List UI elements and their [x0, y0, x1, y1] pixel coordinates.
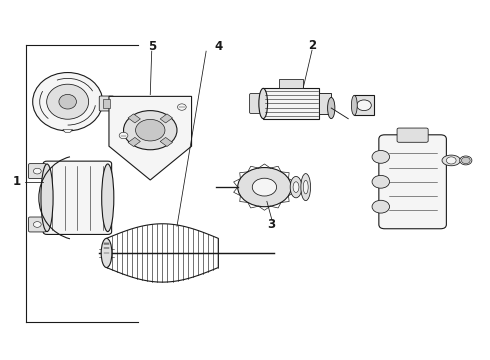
Ellipse shape — [301, 174, 311, 201]
Ellipse shape — [328, 98, 335, 118]
Ellipse shape — [102, 164, 114, 231]
Circle shape — [252, 178, 276, 196]
Text: 3: 3 — [268, 218, 276, 231]
Circle shape — [357, 100, 371, 111]
Circle shape — [446, 157, 456, 164]
Ellipse shape — [59, 94, 76, 109]
Bar — [263, 88, 319, 118]
Ellipse shape — [47, 84, 89, 119]
FancyBboxPatch shape — [43, 161, 112, 234]
Ellipse shape — [303, 180, 308, 194]
Circle shape — [33, 222, 41, 227]
Circle shape — [372, 150, 390, 163]
Circle shape — [136, 120, 165, 141]
Ellipse shape — [290, 176, 302, 198]
FancyBboxPatch shape — [28, 217, 46, 232]
Bar — [128, 114, 141, 123]
Circle shape — [372, 200, 390, 213]
Ellipse shape — [41, 164, 53, 231]
Text: 1: 1 — [13, 175, 21, 188]
Circle shape — [123, 111, 177, 150]
Bar — [354, 95, 374, 115]
Bar — [128, 138, 141, 147]
FancyBboxPatch shape — [28, 164, 46, 179]
FancyBboxPatch shape — [379, 135, 446, 229]
Ellipse shape — [33, 72, 102, 131]
Bar — [319, 93, 331, 114]
Ellipse shape — [259, 88, 268, 118]
Polygon shape — [109, 96, 192, 180]
FancyBboxPatch shape — [249, 94, 266, 113]
Bar — [103, 99, 110, 108]
Text: 5: 5 — [147, 40, 156, 53]
Polygon shape — [63, 130, 73, 132]
Circle shape — [372, 175, 390, 188]
Ellipse shape — [460, 156, 472, 165]
Bar — [160, 138, 172, 147]
Ellipse shape — [442, 155, 461, 166]
Circle shape — [462, 157, 470, 164]
Circle shape — [238, 167, 291, 207]
Ellipse shape — [351, 95, 357, 115]
Text: 4: 4 — [214, 40, 222, 53]
Circle shape — [177, 104, 186, 110]
FancyBboxPatch shape — [99, 96, 114, 111]
Bar — [160, 114, 172, 123]
Bar — [279, 80, 303, 88]
Text: 2: 2 — [308, 39, 316, 52]
Ellipse shape — [101, 238, 112, 267]
Circle shape — [33, 168, 41, 174]
Ellipse shape — [293, 182, 299, 193]
FancyBboxPatch shape — [397, 128, 428, 142]
Circle shape — [119, 132, 128, 139]
